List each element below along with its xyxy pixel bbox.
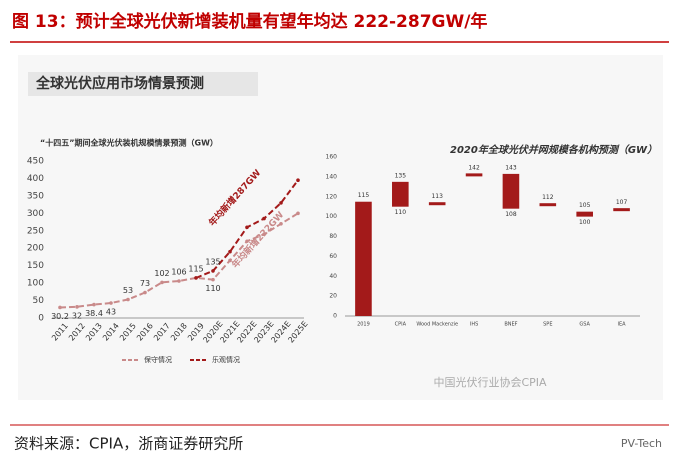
data-label: 107 bbox=[616, 199, 628, 206]
point bbox=[228, 249, 232, 254]
y-tick-label: 450 bbox=[27, 157, 44, 167]
range-bar bbox=[355, 201, 372, 316]
legend-label: 保守情况 bbox=[144, 355, 172, 364]
point bbox=[92, 302, 96, 307]
watermark: 中国光伏行业协会CPIA bbox=[433, 375, 547, 389]
point bbox=[177, 279, 181, 283]
y-tick-label: 60 bbox=[329, 253, 337, 260]
data-label: 73 bbox=[140, 279, 150, 288]
point bbox=[262, 232, 266, 237]
x-tick-label: GSA bbox=[579, 322, 590, 328]
point bbox=[160, 280, 164, 285]
data-label: 30.2 bbox=[51, 312, 69, 321]
point bbox=[245, 239, 249, 244]
data-label: 105 bbox=[579, 202, 591, 209]
point bbox=[262, 216, 266, 221]
point-bar bbox=[613, 208, 630, 212]
point-bar bbox=[465, 173, 483, 177]
data-label: 112 bbox=[542, 194, 554, 201]
data-label: 53 bbox=[123, 286, 133, 295]
y-tick-label: 50 bbox=[33, 296, 45, 306]
point bbox=[194, 276, 198, 280]
data-label: 108 bbox=[505, 211, 517, 218]
panel-title: 全球光伏应用市场情景预测 bbox=[35, 75, 204, 92]
range-bar bbox=[392, 181, 409, 207]
point bbox=[211, 277, 215, 282]
point bbox=[75, 305, 79, 309]
point bbox=[245, 225, 249, 230]
data-label: 115 bbox=[188, 264, 203, 273]
data-label: 135 bbox=[205, 257, 220, 266]
point bbox=[211, 269, 215, 273]
y-tick-label: 150 bbox=[27, 261, 44, 271]
point bbox=[109, 301, 113, 305]
y-tick-label: 100 bbox=[326, 213, 338, 220]
data-label: 32 bbox=[72, 311, 82, 320]
y-tick-label: 200 bbox=[27, 244, 44, 254]
y-tick-label: 40 bbox=[329, 273, 337, 280]
point bbox=[279, 222, 283, 226]
y-tick-label: 0 bbox=[38, 314, 44, 324]
source: 资料来源：CPIA，浙商证券研究所 bbox=[14, 435, 243, 453]
chart-title: “十四五”期间全球光伏装机规模情景预测（GW） bbox=[40, 138, 218, 148]
point bbox=[143, 290, 147, 295]
y-tick-label: 250 bbox=[27, 226, 44, 236]
point-bar bbox=[428, 202, 446, 206]
x-tick-label: BNEF bbox=[504, 322, 517, 328]
data-label: 38.4 bbox=[85, 309, 103, 318]
range-bar bbox=[576, 211, 593, 217]
data-label: 143 bbox=[505, 164, 517, 171]
y-tick-label: 100 bbox=[27, 279, 44, 289]
point bbox=[228, 258, 232, 263]
panel-title-bg bbox=[28, 72, 258, 96]
data-label: 115 bbox=[358, 192, 370, 199]
y-tick-label: 160 bbox=[326, 154, 338, 161]
data-label: 106 bbox=[171, 268, 186, 277]
x-tick-label: Wood Mackenzie bbox=[416, 322, 458, 328]
chart-title: 2020年全球光伏并网规模各机构预测（GW） bbox=[450, 144, 657, 156]
x-tick-label: SPE bbox=[543, 322, 552, 328]
y-tick-label: 0 bbox=[333, 313, 337, 320]
data-label: 100 bbox=[579, 219, 591, 226]
x-tick-label: IHS bbox=[470, 322, 478, 328]
range-bar bbox=[502, 173, 520, 209]
data-label: 142 bbox=[468, 164, 480, 171]
x-tick-label: IEA bbox=[618, 322, 627, 328]
point-bar bbox=[539, 203, 557, 207]
panel bbox=[18, 55, 663, 400]
y-tick-label: 400 bbox=[27, 174, 44, 184]
data-label: 135 bbox=[395, 172, 407, 179]
y-tick-label: 120 bbox=[326, 193, 338, 200]
point bbox=[296, 178, 300, 182]
data-label: 113 bbox=[431, 193, 443, 200]
figure-title: 图 13：预计全球光伏新增装机量有望年均达 222-287GW/年 bbox=[12, 11, 487, 32]
legend-label: 乐观情况 bbox=[212, 355, 240, 364]
data-label: 102 bbox=[154, 269, 169, 278]
y-tick-label: 350 bbox=[27, 191, 44, 201]
y-tick-label: 140 bbox=[326, 173, 338, 180]
data-label: 43 bbox=[106, 307, 116, 316]
point bbox=[58, 305, 62, 310]
point bbox=[279, 201, 283, 205]
x-tick-label: 2019 bbox=[357, 322, 370, 328]
point bbox=[126, 297, 130, 302]
y-tick-label: 80 bbox=[329, 233, 337, 240]
brand: PV-Tech bbox=[621, 437, 662, 450]
data-label: 110 bbox=[205, 284, 220, 293]
x-tick-label: CPIA bbox=[395, 322, 407, 328]
point bbox=[296, 211, 300, 216]
data-label: 110 bbox=[395, 209, 407, 216]
y-tick-label: 20 bbox=[329, 293, 337, 300]
series-line bbox=[59, 212, 299, 309]
y-tick-label: 300 bbox=[27, 209, 44, 219]
